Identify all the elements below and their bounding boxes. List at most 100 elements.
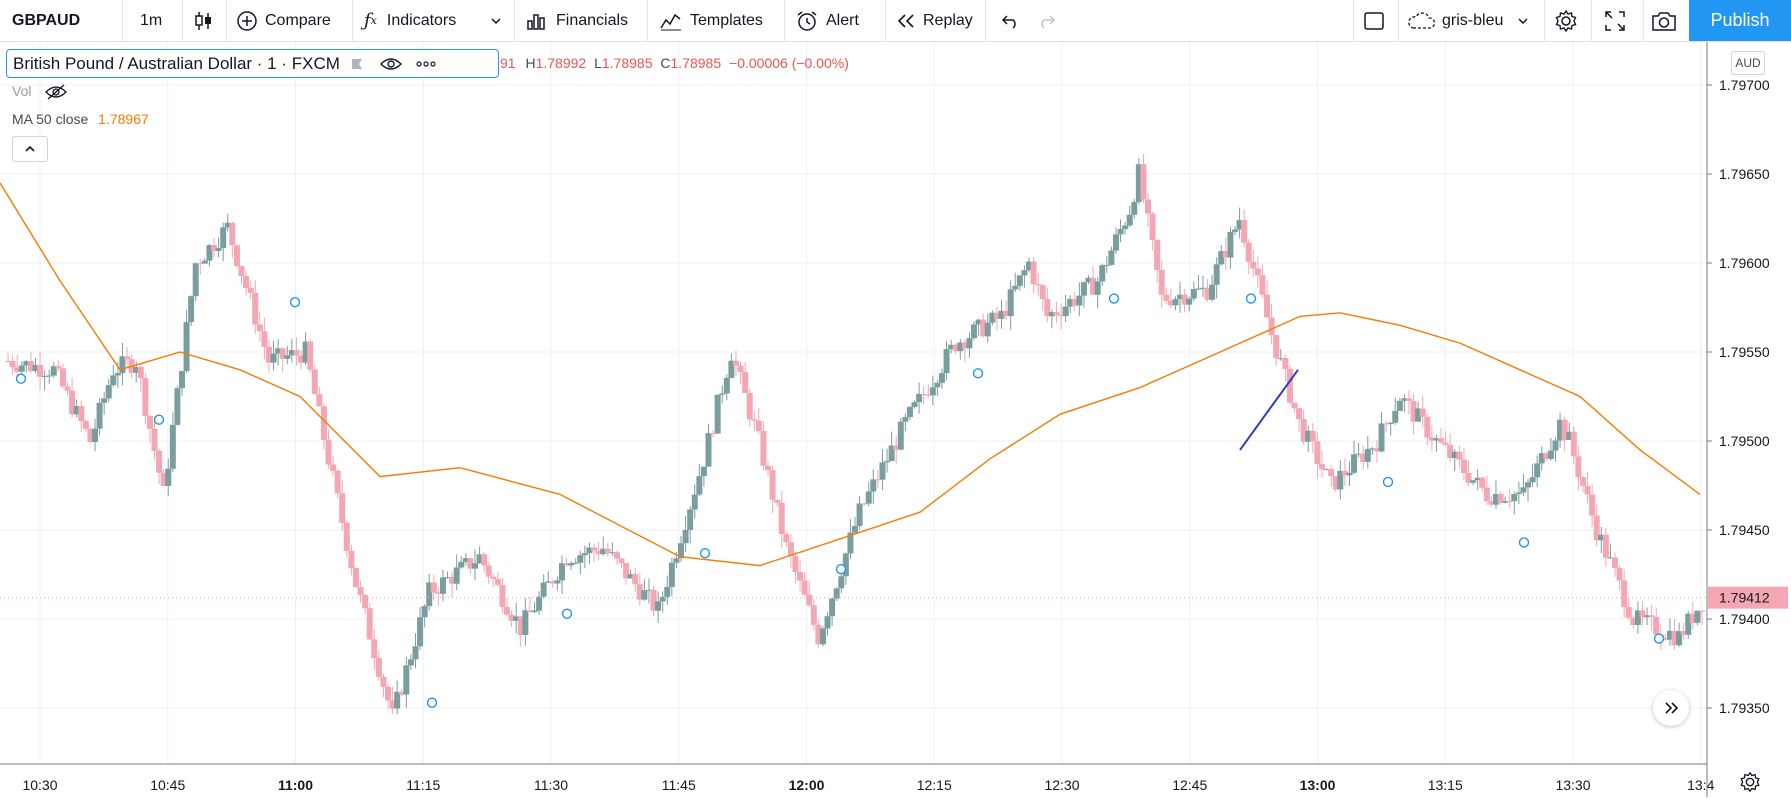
candle-up xyxy=(1515,492,1522,495)
event-marker[interactable] xyxy=(561,608,573,619)
candle-down xyxy=(490,576,497,579)
scroll-to-realtime-button[interactable] xyxy=(1653,690,1689,726)
compare-button[interactable]: Compare xyxy=(236,0,331,41)
candle-down xyxy=(59,368,66,387)
candle-down xyxy=(1602,534,1609,558)
candle-up xyxy=(444,577,451,579)
currency-label[interactable]: AUD xyxy=(1731,51,1765,75)
volume-legend[interactable]: Vol xyxy=(12,83,68,100)
candle-down xyxy=(1250,261,1257,269)
candle-up xyxy=(1387,422,1394,424)
candle-down xyxy=(1584,485,1591,495)
time-tick-label: 11:30 xyxy=(534,777,568,793)
symbol-legend[interactable]: British Pound / Australian Dollar · 1 · … xyxy=(6,49,499,78)
candle-up xyxy=(1099,265,1106,282)
candle-down xyxy=(311,369,318,395)
candle-up xyxy=(989,312,996,323)
candle-up xyxy=(1048,312,1055,317)
time-tick-label: 10:30 xyxy=(22,777,57,793)
candle-up xyxy=(169,424,176,469)
publish-button[interactable]: Publish xyxy=(1689,0,1791,41)
candle-down xyxy=(1332,476,1339,490)
candle-up xyxy=(1598,534,1605,541)
candle-up xyxy=(1305,430,1312,442)
candle-down xyxy=(366,608,373,640)
candle-down xyxy=(1314,441,1321,465)
candle-up xyxy=(998,310,1005,319)
candle-down xyxy=(1268,317,1275,336)
candle-up xyxy=(105,385,112,399)
time-tick-label: 12:30 xyxy=(1044,777,1079,793)
event-marker[interactable] xyxy=(1245,293,1257,304)
camera-icon xyxy=(1650,9,1678,33)
candle-up xyxy=(581,553,588,556)
event-marker[interactable] xyxy=(1518,537,1530,548)
candle-down xyxy=(1405,398,1412,402)
candle-down xyxy=(238,265,245,277)
candle-down xyxy=(549,581,556,584)
snapshot-button[interactable] xyxy=(1650,0,1678,41)
price-tick-label: 1.79550 xyxy=(1719,344,1770,360)
candle-down xyxy=(481,554,488,566)
price-tick-label: 1.79400 xyxy=(1719,611,1770,627)
financials-button[interactable]: Financials xyxy=(525,0,628,41)
candle-up xyxy=(417,617,424,647)
event-marker[interactable] xyxy=(1108,293,1120,304)
candle-down xyxy=(526,610,533,613)
event-marker[interactable] xyxy=(972,368,984,379)
candle-up xyxy=(829,598,836,617)
settings-button[interactable] xyxy=(1553,0,1579,41)
layout-button[interactable] xyxy=(1362,0,1386,41)
candle-down xyxy=(385,686,392,701)
eye-hidden-icon[interactable] xyxy=(45,84,68,100)
candle-down xyxy=(1181,294,1188,305)
event-marker[interactable] xyxy=(835,563,847,575)
candle-up xyxy=(1135,164,1142,202)
event-marker[interactable] xyxy=(426,697,438,708)
fullscreen-button[interactable] xyxy=(1603,0,1627,41)
collapse-legend-button[interactable] xyxy=(12,136,48,162)
event-marker[interactable] xyxy=(699,547,711,559)
candle-down xyxy=(1245,242,1252,262)
divider xyxy=(1353,0,1354,41)
indicators-dropdown[interactable] xyxy=(490,0,502,41)
event-marker[interactable] xyxy=(289,296,301,308)
price-chart[interactable]: 1.79700 1.79650 1.79600 1.79550 1.79500 1.794… xyxy=(0,42,1791,797)
candle-up xyxy=(421,606,428,618)
candle-down xyxy=(348,550,355,568)
event-marker[interactable] xyxy=(1653,633,1665,644)
redo-button[interactable] xyxy=(1036,0,1056,41)
rewind-icon xyxy=(896,13,916,29)
event-marker[interactable] xyxy=(153,414,165,425)
templates-label: Templates xyxy=(690,11,763,29)
candle-up xyxy=(1547,450,1554,459)
flag-icon[interactable] xyxy=(350,57,364,71)
candle-down xyxy=(293,349,300,356)
candle-up xyxy=(101,398,108,403)
candle-down xyxy=(1286,368,1293,403)
chart-settings-button[interactable] xyxy=(1738,770,1762,794)
symbol-search[interactable]: GBPAUD xyxy=(12,11,81,29)
trend-line-drawing[interactable] xyxy=(1239,369,1299,451)
chart-style-button[interactable] xyxy=(192,0,218,41)
templates-button[interactable]: Templates xyxy=(659,0,763,41)
replay-button[interactable]: Replay xyxy=(896,0,973,41)
candle-down xyxy=(623,563,630,579)
candle-up xyxy=(1433,438,1440,441)
alert-button[interactable]: Alert xyxy=(795,0,859,41)
candle-down xyxy=(389,700,396,709)
event-marker[interactable] xyxy=(1382,476,1394,488)
candle-down xyxy=(1145,199,1152,214)
eye-icon[interactable] xyxy=(379,57,402,71)
more-icon[interactable] xyxy=(416,60,436,67)
candle-up xyxy=(678,543,685,559)
candle-up xyxy=(1195,288,1202,290)
interval-button[interactable]: 1m xyxy=(140,11,163,29)
undo-button[interactable] xyxy=(1001,0,1021,41)
event-marker[interactable] xyxy=(15,373,27,384)
candle-down xyxy=(1589,494,1596,516)
candle-up xyxy=(1076,295,1083,306)
layout-name-button[interactable]: gris-bleu xyxy=(1406,0,1529,41)
ma-legend[interactable]: MA 50 close 1.78967 xyxy=(12,111,149,127)
